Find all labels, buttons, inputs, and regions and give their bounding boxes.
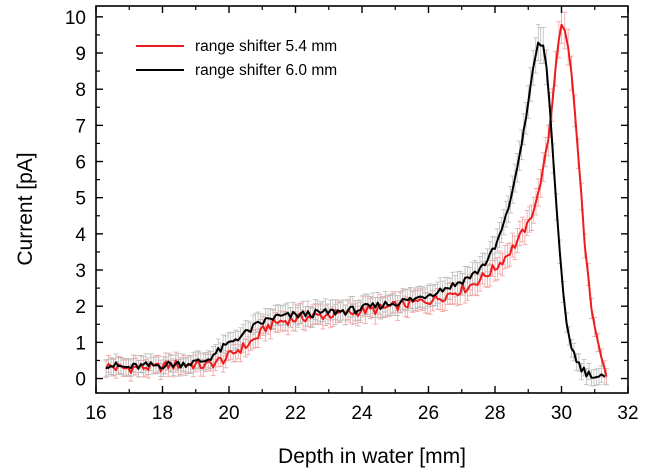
y-tick-label: 2 xyxy=(75,297,86,318)
series-lines xyxy=(105,23,608,379)
error-bars xyxy=(103,5,609,387)
x-tick-label: 22 xyxy=(285,403,306,424)
x-tick-label: 26 xyxy=(418,403,439,424)
legend-label-1: range shifter 5.4 mm xyxy=(195,38,337,55)
legend-label-2: range shifter 6.0 mm xyxy=(195,62,337,79)
legend: range shifter 5.4 mm range shifter 6.0 mm xyxy=(136,38,337,79)
y-axis-title: Current [pA] xyxy=(14,152,37,265)
axis-ticks: 16 18 20 22 24 26 28 30 32 0 1 2 3 4 5 6 7 8 9 10 xyxy=(65,6,639,424)
x-tick-label: 18 xyxy=(152,403,173,424)
y-tick-label: 4 xyxy=(75,225,86,246)
y-tick-label: 10 xyxy=(65,8,86,29)
y-tick-label: 7 xyxy=(75,116,86,137)
x-tick-label: 28 xyxy=(484,403,505,424)
x-tick-label: 32 xyxy=(617,403,638,424)
y-tick-label: 8 xyxy=(75,80,86,101)
y-tick-label: 3 xyxy=(75,261,86,282)
plot-area-frame xyxy=(95,5,629,394)
y-tick-label: 0 xyxy=(75,370,86,391)
y-tick-label: 5 xyxy=(75,189,86,210)
x-tick-label: 20 xyxy=(218,403,239,424)
x-tick-label: 30 xyxy=(551,403,572,424)
x-axis-title: Depth in water [mm] xyxy=(278,445,466,468)
y-tick-label: 1 xyxy=(75,333,86,354)
y-tick-label: 9 xyxy=(75,44,86,65)
x-tick-label: 24 xyxy=(351,403,373,424)
y-tick-label: 6 xyxy=(75,153,86,174)
x-tick-label: 16 xyxy=(85,403,106,424)
series-line-2 xyxy=(105,41,606,379)
